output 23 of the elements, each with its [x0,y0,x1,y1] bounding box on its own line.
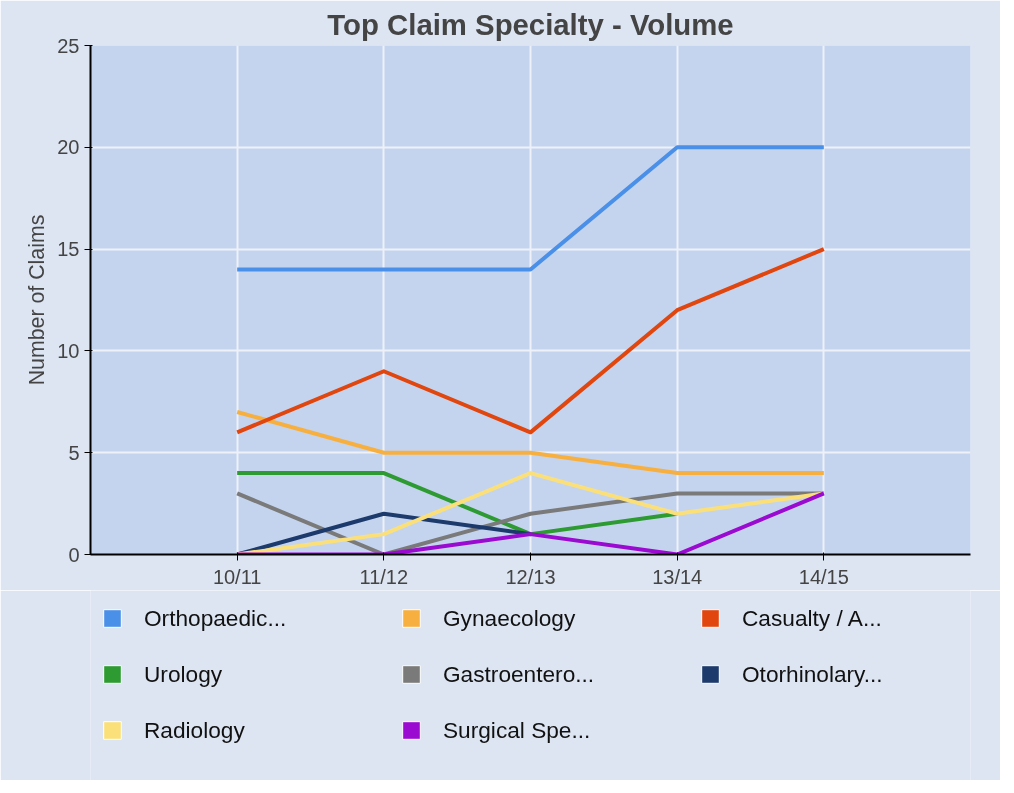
legend-label: Surgical Spe... [443,716,592,744]
legend-label: Gastroentero... [443,660,596,688]
y-tick-label: 25 [57,34,80,57]
y-tick-label: 15 [57,238,80,261]
legend-label: Radiology [144,716,246,744]
legend-label: Orthopaedic... [144,604,288,632]
legend-label: Gynaecology [443,604,577,632]
x-tick-label: 13/14 [652,565,703,588]
y-axis-title: Number of Claims [25,214,50,386]
legend-label: Otorhinolary... [742,660,884,688]
legend-label: Casualty / A... [742,604,883,632]
chart-title: Top Claim Specialty - Volume [327,7,734,41]
line-series [235,247,826,435]
x-tick-label: 14/15 [798,565,849,588]
y-tick-label: 5 [68,441,80,464]
y-tick-label: 20 [57,136,80,159]
legend-label: Urology [144,660,224,688]
x-tick-label: 10/11 [212,565,262,588]
y-tick-label: 10 [57,339,80,362]
x-tick-label: 11/12 [359,565,409,588]
y-tick-label: 0 [68,543,80,566]
line-series [235,471,826,555]
x-tick-label: 12/13 [505,565,556,588]
